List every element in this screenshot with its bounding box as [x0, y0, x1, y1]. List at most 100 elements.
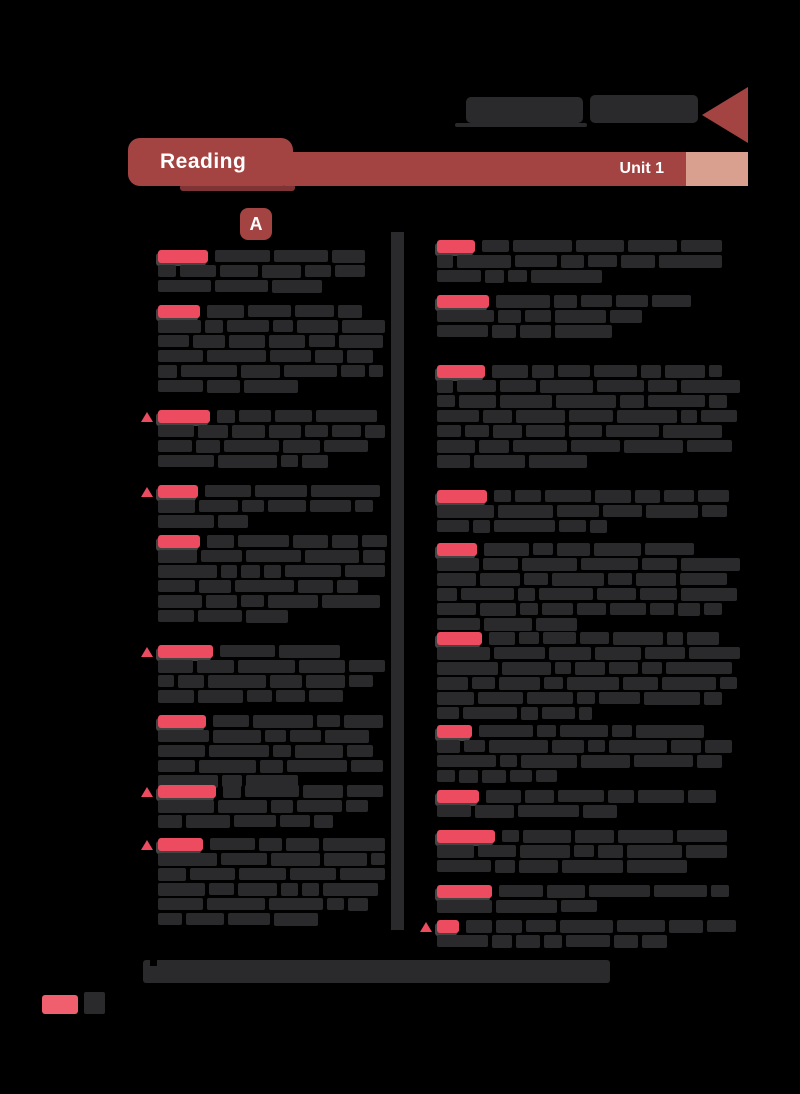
redacted-text-run: [158, 550, 197, 563]
redacted-text-run: [280, 815, 310, 827]
redacted-text-run: [688, 790, 716, 803]
redacted-text-run: [667, 632, 683, 645]
redacted-text-run: [493, 425, 522, 438]
redacted-text-run: [500, 380, 536, 392]
redacted-text-run: [662, 677, 716, 690]
redacted-text-run: [561, 255, 584, 268]
redacted-text-run: [198, 425, 228, 438]
redacted-text-run: [186, 913, 224, 925]
redacted-text-run: [437, 603, 476, 615]
redacted-text-run: [603, 505, 642, 517]
definition-line-redacted: [437, 520, 733, 533]
redacted-text-run: [648, 395, 705, 407]
redacted-text-run: [707, 920, 736, 932]
redacted-text-run: [558, 790, 604, 802]
definition-line-redacted: [158, 898, 389, 911]
definition-line-redacted: [158, 730, 387, 743]
headword-redacted: [437, 365, 485, 378]
redacted-text-run: [205, 320, 223, 333]
definition-line-redacted: [437, 677, 744, 690]
redacted-text-run: [215, 250, 270, 262]
redacted-text-run: [327, 898, 344, 910]
redacted-text-run: [519, 860, 558, 873]
redacted-text-run: [293, 535, 328, 548]
headword-redacted: [437, 885, 492, 898]
definition-line-redacted: [437, 860, 731, 873]
redacted-text-run: [274, 250, 328, 262]
headword-redacted: [437, 240, 475, 253]
redacted-text-run: [589, 885, 650, 897]
redacted-text-run: [527, 692, 573, 704]
redacted-text-run: [545, 490, 591, 502]
redacted-text-run: [207, 380, 240, 393]
headword-redacted: [437, 920, 459, 933]
redacted-text-run: [645, 543, 694, 555]
redacted-text-run: [290, 730, 321, 742]
redacted-text-run: [437, 677, 468, 690]
redacted-text-run: [621, 255, 655, 268]
redacted-text-run: [575, 830, 614, 843]
redacted-text-run: [567, 677, 619, 690]
redacted-text-run: [158, 500, 195, 513]
redacted-text-run: [704, 692, 722, 705]
glossary-entry-right-10: [437, 885, 733, 915]
redacted-text-run: [207, 350, 266, 362]
redacted-text-run: [574, 845, 594, 857]
redacted-text-run: [269, 425, 301, 438]
glossary-entry-right-2: [437, 295, 695, 340]
definition-line-redacted: [158, 280, 369, 293]
redacted-text-run: [520, 325, 551, 338]
redacted-text-run: [518, 805, 579, 817]
redacted-text-run: [542, 603, 573, 615]
redacted-text-run: [539, 588, 593, 600]
glossary-entry-left-4: [141, 485, 384, 530]
redacted-text-run: [229, 335, 265, 348]
redacted-text-run: [492, 935, 512, 948]
redacted-text-run: [347, 745, 373, 757]
redacted-text-run: [295, 745, 343, 758]
glossary-entry-right-1: [437, 240, 726, 285]
redacted-text-run: [496, 900, 557, 913]
chapter-title-word-blob: [590, 95, 698, 123]
redacted-text-run: [500, 755, 517, 767]
definition-line-redacted: [437, 310, 695, 323]
redacted-text-run: [464, 740, 485, 752]
redacted-text-run: [207, 535, 234, 548]
redacted-text-run: [323, 883, 378, 896]
redacted-text-run: [558, 365, 590, 377]
redacted-text-run: [437, 805, 471, 817]
redacted-text-run: [347, 785, 383, 797]
definition-line-redacted: [158, 760, 387, 773]
redacted-text-run: [332, 535, 358, 548]
redacted-text-run: [299, 660, 345, 673]
redacted-text-run: [246, 610, 288, 623]
redacted-text-run: [253, 715, 313, 728]
redacted-text-run: [547, 885, 585, 898]
redacted-text-run: [269, 335, 305, 348]
redacted-text-run: [218, 515, 248, 528]
redacted-text-run: [158, 565, 217, 578]
redacted-text-run: [158, 335, 189, 347]
redacted-text-run: [306, 675, 345, 688]
redacted-text-run: [536, 770, 557, 782]
redacted-text-run: [480, 603, 516, 616]
redacted-text-run: [437, 325, 488, 337]
redacted-text-run: [232, 425, 265, 438]
redacted-text-run: [437, 647, 490, 660]
redacted-text-run: [276, 690, 305, 702]
redacted-text-run: [186, 815, 230, 828]
redacted-text-run: [494, 520, 555, 532]
redacted-text-run: [213, 715, 249, 727]
redacted-text-run: [355, 500, 373, 512]
redacted-text-run: [437, 520, 469, 532]
redacted-text-run: [465, 425, 489, 437]
definition-line-redacted: [437, 558, 744, 571]
redacted-text-run: [482, 240, 509, 252]
redacted-text-run: [642, 935, 667, 948]
unit-bar-accent: [686, 152, 748, 186]
redacted-text-run: [594, 543, 641, 556]
redacted-text-run: [642, 662, 662, 674]
redacted-text-run: [158, 913, 182, 925]
redacted-text-run: [519, 632, 539, 644]
redacted-text-run: [555, 662, 571, 674]
